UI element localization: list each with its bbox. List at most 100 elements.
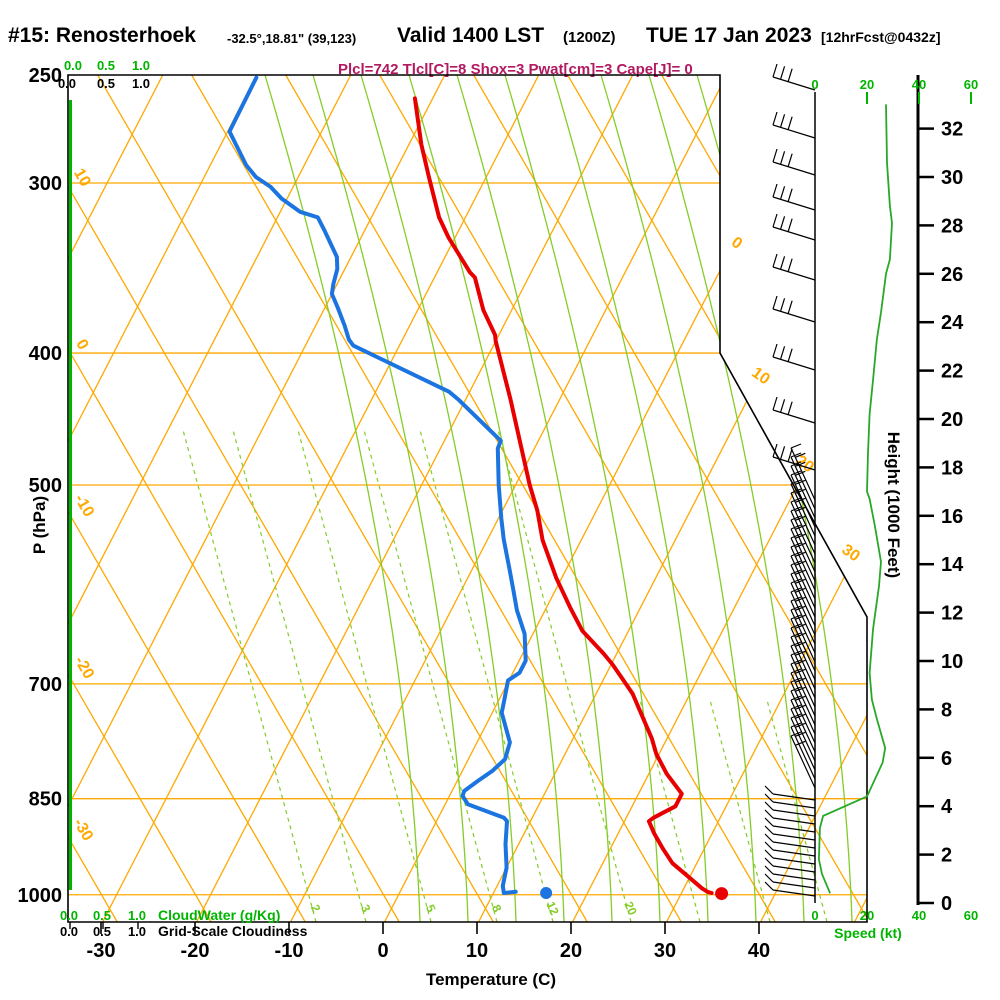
svg-text:32: 32 — [941, 119, 963, 141]
wind-barb-feather — [790, 560, 802, 566]
surface-dewpoint-dot — [540, 886, 553, 899]
wind-barb-feather — [795, 614, 806, 620]
wind-barb-feather — [790, 713, 802, 719]
wind-barb-feather — [790, 470, 802, 476]
svg-text:0.0: 0.0 — [60, 908, 78, 923]
wind-barb-feather — [795, 686, 806, 692]
svg-text:0.5: 0.5 — [97, 76, 115, 91]
wind-barb-feather — [764, 817, 774, 827]
mixing-ratio-line — [419, 429, 554, 922]
svg-text:400: 400 — [29, 343, 62, 365]
svg-text:60: 60 — [964, 77, 978, 92]
temperature-axis: -30 -20 -10 0 10 20 30 40 Temperature (C) — [87, 922, 770, 989]
wind-barb-feather — [790, 722, 802, 728]
svg-text:0: 0 — [377, 940, 388, 962]
svg-text:10: 10 — [748, 364, 772, 388]
wind-barb — [772, 226, 816, 241]
wind-barb-feather — [787, 116, 793, 130]
svg-text:1.0: 1.0 — [128, 908, 146, 923]
wind-barb-feather — [764, 793, 774, 803]
dry-adiabat-line — [191, 75, 682, 922]
wind-barb — [790, 717, 816, 771]
wind-barb-feather — [795, 560, 806, 566]
wind-barb-feather — [790, 650, 802, 656]
mixing-ratio-line — [497, 429, 632, 922]
wind-barb-feather — [795, 515, 806, 521]
wind-barb-feather — [764, 801, 774, 811]
svg-text:Grid-Scale Cloudiness: Grid-Scale Cloudiness — [158, 923, 308, 939]
wind-barb-feather — [795, 461, 806, 467]
wind-barb-feather — [795, 497, 806, 503]
svg-text:30: 30 — [941, 167, 963, 189]
isotherm-line — [68, 75, 352, 922]
wind-barb — [772, 809, 816, 817]
svg-text:0.5: 0.5 — [93, 908, 111, 923]
svg-text:2: 2 — [941, 845, 952, 867]
wind-barb-feather — [779, 66, 786, 80]
wind-barb — [790, 708, 816, 762]
wind-barb-feather — [764, 857, 774, 867]
svg-text:26: 26 — [941, 264, 963, 286]
wind-barb-feather — [787, 448, 793, 462]
isotherm-line — [665, 75, 867, 922]
dry-adiabat-line — [849, 75, 867, 922]
wind-barb-feather — [795, 506, 806, 512]
svg-text:28: 28 — [941, 215, 963, 237]
wind-barb-feather — [787, 258, 793, 272]
wind-barb — [790, 582, 816, 636]
wind-barb — [772, 161, 816, 176]
wind-barb-feather — [787, 401, 793, 415]
svg-text:1.0: 1.0 — [132, 58, 150, 73]
wind-barb-feather — [795, 479, 806, 485]
wind-barb-feather — [790, 587, 802, 593]
wind-barb-feather — [790, 524, 802, 530]
wind-barb-feather — [790, 488, 802, 494]
isotherm-line — [477, 75, 867, 922]
svg-text:2: 2 — [308, 902, 324, 914]
svg-text:0: 0 — [811, 908, 818, 923]
valid-zulu-label: (1200Z) — [563, 29, 616, 46]
wind-barb-feather — [764, 785, 774, 795]
isotherm-line — [759, 75, 867, 922]
svg-text:22: 22 — [941, 361, 963, 383]
wind-barb-feather — [779, 186, 786, 200]
wind-barb-feather — [790, 731, 802, 737]
wind-barb-feather — [790, 623, 802, 629]
wind-barb — [790, 672, 816, 726]
wind-barb-feather — [795, 533, 806, 539]
wind-barb-feather — [795, 668, 806, 674]
wind-barb — [790, 618, 816, 672]
wind-barb-feather — [764, 825, 774, 835]
svg-text:0.0: 0.0 — [64, 58, 82, 73]
svg-text:300: 300 — [29, 173, 62, 195]
wind-barb-feather — [790, 452, 802, 458]
svg-text:-10: -10 — [275, 940, 304, 962]
isotherm-line — [571, 75, 867, 922]
cloud-scales: 0.00.00.00.00.50.50.50.51.01.01.01.0Clou… — [58, 58, 308, 939]
wind-barb-feather — [764, 873, 774, 883]
wind-barb-feather — [787, 153, 793, 167]
wind-barb — [790, 555, 816, 609]
svg-text:1.0: 1.0 — [128, 924, 146, 939]
wind-barb — [790, 447, 816, 501]
wind-barb — [790, 564, 816, 618]
wind-barb-feather — [795, 695, 806, 701]
wind-barb-feather — [772, 213, 778, 228]
svg-text:0.5: 0.5 — [97, 58, 115, 73]
mixing-ratio-line — [297, 429, 432, 922]
moist-adiabat-line — [456, 75, 613, 922]
wind-barb-feather — [772, 396, 778, 411]
wind-barb — [790, 591, 816, 645]
svg-text:850: 850 — [29, 789, 62, 811]
wind-barb-feather — [795, 578, 806, 584]
svg-text:1000: 1000 — [18, 885, 63, 907]
wind-barb-feather — [795, 470, 806, 476]
svg-text:0: 0 — [72, 337, 91, 353]
wind-barb — [772, 817, 816, 825]
wind-barb — [790, 690, 816, 744]
wind-barb — [790, 465, 816, 519]
wind-barb-feather — [795, 677, 806, 683]
wind-barb-feather — [795, 704, 806, 710]
